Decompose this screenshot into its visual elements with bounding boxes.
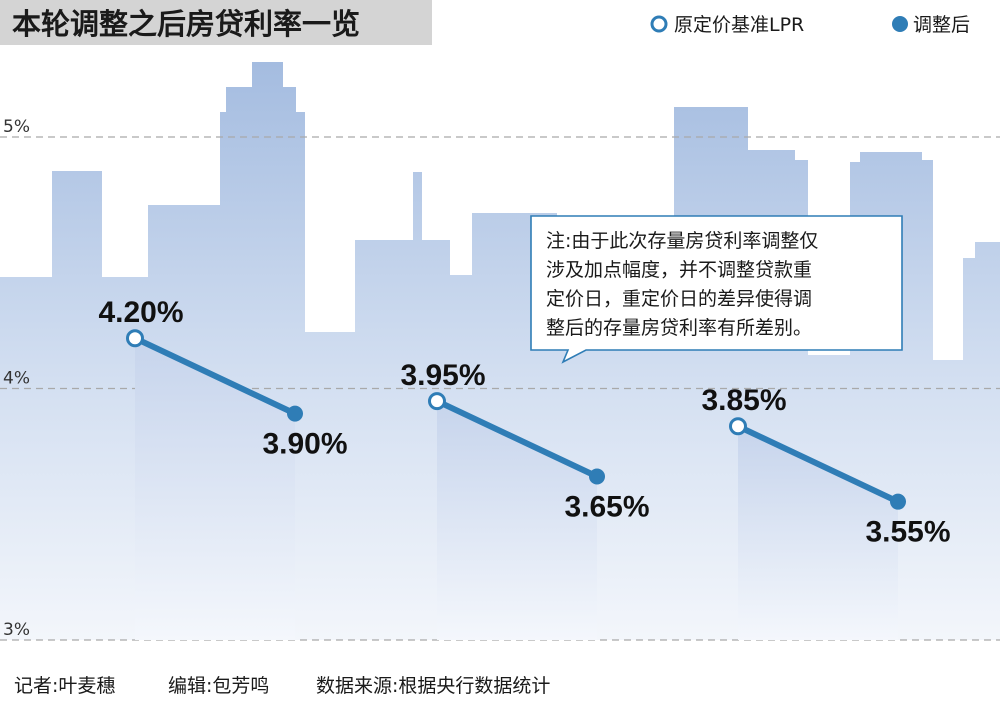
adjusted-rate-label-2: 3.65% bbox=[564, 491, 649, 524]
original-lpr-label-3: 3.85% bbox=[701, 384, 786, 417]
legend-label-adjusted: 调整后 bbox=[913, 14, 970, 36]
legend-label-original: 原定价基准LPR bbox=[674, 14, 804, 36]
original-lpr-point-2 bbox=[428, 392, 446, 411]
segment-area-1 bbox=[135, 338, 295, 640]
segment-line-2 bbox=[434, 398, 600, 480]
chart-title: 本轮调整之后房贷利率一览 bbox=[12, 7, 360, 41]
segment-line-1 bbox=[132, 335, 298, 417]
footer-source: 数据来源:根据央行数据统计 bbox=[316, 675, 550, 697]
y-tick-label-4: 4% bbox=[3, 369, 30, 389]
original-lpr-point-1 bbox=[126, 329, 144, 348]
data-markers bbox=[126, 329, 906, 510]
segment-area-3 bbox=[738, 426, 898, 640]
note-line-2: 涉及加点幅度，并不调整贷款重 bbox=[546, 259, 812, 281]
adjusted-rate-point-1 bbox=[287, 405, 303, 422]
title-band: 本轮调整之后房贷利率一览 bbox=[0, 0, 432, 45]
adjusted-rate-point-2 bbox=[589, 468, 605, 485]
footer: 记者:叶麦穗 编辑:包芳鸣 数据来源:根据央行数据统计 bbox=[14, 675, 550, 697]
adjusted-rate-label-1: 3.90% bbox=[262, 428, 347, 461]
segment-line-3 bbox=[735, 423, 901, 505]
original-lpr-point-3 bbox=[729, 417, 747, 436]
original-lpr-label-1: 4.20% bbox=[98, 296, 183, 329]
legend: 原定价基准LPR 调整后 bbox=[650, 14, 970, 36]
data-labels: 4.20% 3.90% 3.95% 3.65% 3.85% 3.55% bbox=[98, 296, 950, 548]
adjusted-rate-point-3 bbox=[890, 493, 906, 510]
note-callout: 注:由于此次存量房贷利率调整仅 涉及加点幅度，并不调整贷款重 定价日，重定价日的… bbox=[530, 215, 903, 364]
note-line-3: 定价日，重定价日的差异使得调 bbox=[546, 288, 812, 310]
footer-editor: 编辑:包芳鸣 bbox=[168, 675, 269, 697]
footer-reporter: 记者:叶麦穗 bbox=[14, 675, 115, 697]
adjusted-rate-label-3: 3.55% bbox=[865, 516, 950, 549]
y-tick-label-3: 3% bbox=[3, 620, 30, 640]
note-line-1: 注:由于此次存量房贷利率调整仅 bbox=[546, 230, 818, 252]
y-tick-label-5: 5% bbox=[3, 117, 30, 137]
segment-lines bbox=[132, 335, 901, 505]
legend-hollow-marker bbox=[650, 15, 668, 33]
original-lpr-label-2: 3.95% bbox=[400, 359, 485, 392]
note-line-4: 整后的存量房贷利率有所差别。 bbox=[546, 317, 812, 339]
legend-filled-marker bbox=[892, 16, 908, 32]
